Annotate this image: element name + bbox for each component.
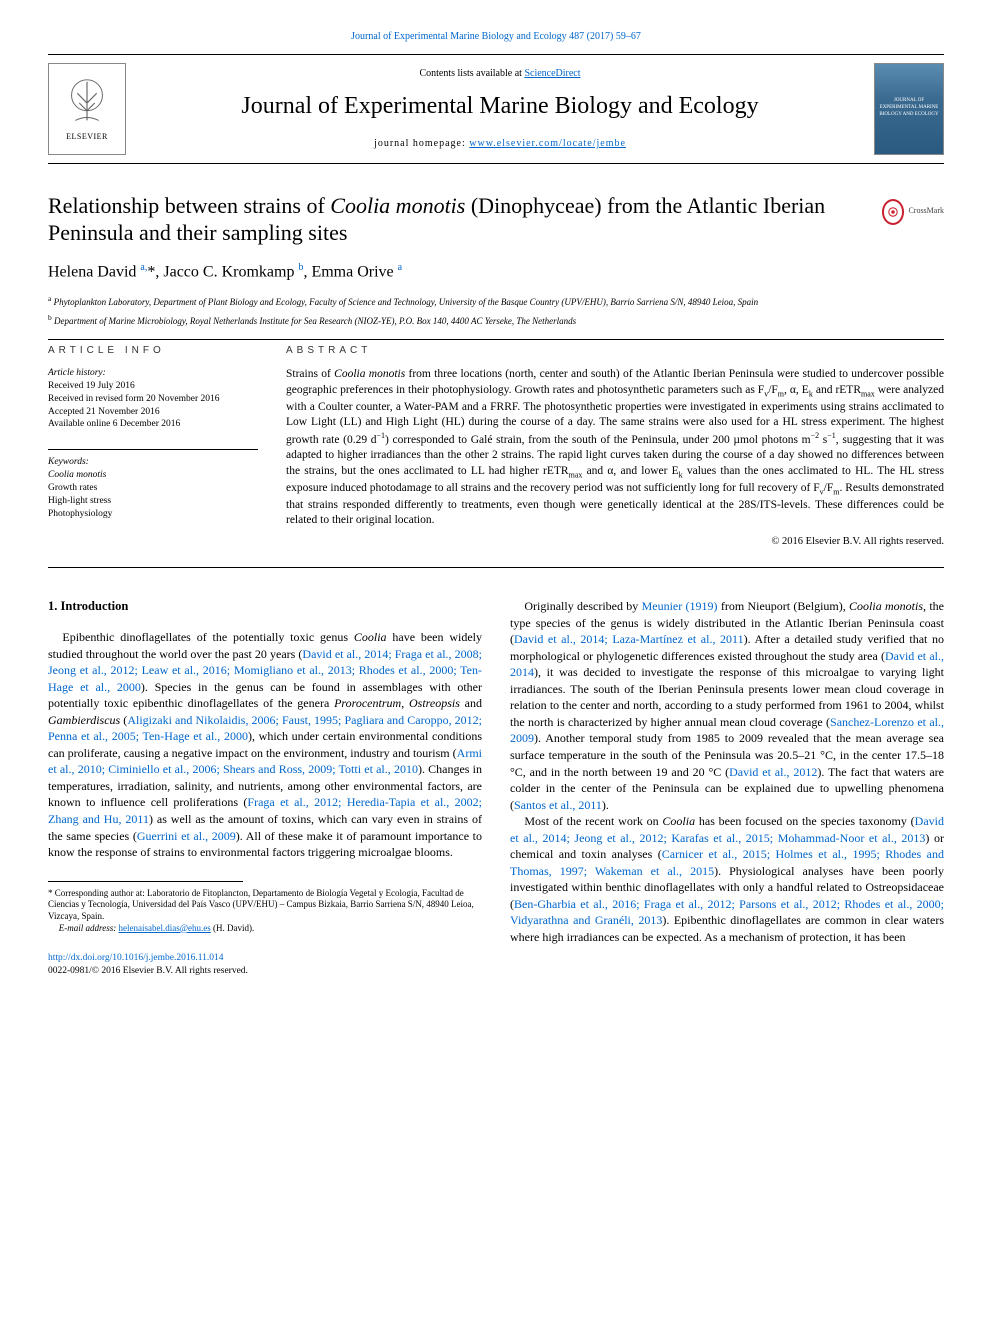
- sciencedirect-link[interactable]: ScienceDirect: [524, 68, 580, 79]
- keyword: Coolia monotis: [48, 469, 258, 482]
- keywords-label: Keywords:: [48, 456, 258, 469]
- header-center: Contents lists available at ScienceDirec…: [126, 67, 874, 150]
- abstract-copyright: © 2016 Elsevier B.V. All rights reserved…: [286, 535, 944, 549]
- footnote-divider: [48, 881, 243, 882]
- contents-line: Contents lists available at ScienceDirec…: [146, 67, 854, 81]
- article-info-column: ARTICLE INFO Article history: Received 1…: [48, 344, 258, 549]
- abstract-head: ABSTRACT: [286, 344, 944, 358]
- article-history-block: Article history: Received 19 July 2016 R…: [48, 367, 258, 431]
- journal-cover-thumbnail: JOURNAL OF EXPERIMENTAL MARINE BIOLOGY A…: [874, 63, 944, 155]
- journal-header-box: ELSEVIER Contents lists available at Sci…: [48, 54, 944, 164]
- affiliation-b: b Department of Marine Microbiology, Roy…: [48, 313, 944, 327]
- history-item: Available online 6 December 2016: [48, 418, 258, 431]
- corresponding-email-link[interactable]: helenaisabel.dias@ehu.es: [118, 923, 210, 933]
- footer-block: http://dx.doi.org/10.1016/j.jembe.2016.1…: [48, 952, 482, 978]
- column-right: Originally described by Meunier (1919) f…: [510, 598, 944, 978]
- elsevier-logo: ELSEVIER: [48, 63, 126, 155]
- journal-name: Journal of Experimental Marine Biology a…: [146, 90, 854, 122]
- contents-text: Contents lists available at: [419, 68, 524, 79]
- email-author: (H. David).: [211, 923, 255, 933]
- introduction-title: 1. Introduction: [48, 598, 482, 615]
- history-item: Accepted 21 November 2016: [48, 406, 258, 419]
- intro-paragraph-3: Most of the recent work on Coolia has be…: [510, 813, 944, 945]
- title-species: Coolia monotis: [330, 193, 465, 218]
- info-abstract-row: ARTICLE INFO Article history: Received 1…: [48, 340, 944, 549]
- history-item: Received 19 July 2016: [48, 380, 258, 393]
- abstract-column: ABSTRACT Strains of Coolia monotis from …: [286, 344, 944, 549]
- homepage-line: journal homepage: www.elsevier.com/locat…: [146, 137, 854, 151]
- article-info-head: ARTICLE INFO: [48, 344, 258, 358]
- keywords-block: Keywords: Coolia monotis Growth rates Hi…: [48, 456, 258, 520]
- history-item: Received in revised form 20 November 201…: [48, 393, 258, 406]
- journal-cover-text: JOURNAL OF EXPERIMENTAL MARINE BIOLOGY A…: [875, 96, 943, 120]
- intro-paragraph-1: Epibenthic dinoflagellates of the potent…: [48, 629, 482, 861]
- authors-line: Helena David a,*, Jacco C. Kromkamp b, E…: [48, 261, 944, 283]
- keyword: Photophysiology: [48, 508, 258, 521]
- crossmark-badge[interactable]: CrossMark: [882, 192, 944, 232]
- journal-citation-header: Journal of Experimental Marine Biology a…: [48, 30, 944, 44]
- body-two-column: 1. Introduction Epibenthic dinoflagellat…: [48, 598, 944, 978]
- column-left: 1. Introduction Epibenthic dinoflagellat…: [48, 598, 482, 978]
- keyword: Growth rates: [48, 482, 258, 495]
- issn-copyright: 0022-0981/© 2016 Elsevier B.V. All right…: [48, 966, 248, 976]
- elsevier-tree-icon: [58, 74, 116, 132]
- journal-homepage-link[interactable]: www.elsevier.com/locate/jembe: [469, 138, 626, 149]
- email-label: E-mail address:: [59, 923, 119, 933]
- affiliation-a: a Phytoplankton Laboratory, Department o…: [48, 294, 944, 308]
- affiliations-block: a Phytoplankton Laboratory, Department o…: [48, 294, 944, 326]
- title-prefix: Relationship between strains of: [48, 193, 330, 218]
- intro-paragraph-2: Originally described by Meunier (1919) f…: [510, 598, 944, 813]
- email-footnote: E-mail address: helenaisabel.dias@ehu.es…: [48, 923, 482, 935]
- article-title: Relationship between strains of Coolia m…: [48, 192, 866, 247]
- doi-link[interactable]: http://dx.doi.org/10.1016/j.jembe.2016.1…: [48, 953, 223, 963]
- homepage-label: journal homepage:: [374, 138, 469, 149]
- divider-keywords: [48, 449, 258, 450]
- journal-citation-link[interactable]: Journal of Experimental Marine Biology a…: [351, 31, 641, 42]
- divider-main: [48, 567, 944, 568]
- keyword: High-light stress: [48, 495, 258, 508]
- crossmark-label: CrossMark: [908, 206, 944, 217]
- crossmark-circle-icon: [882, 199, 904, 225]
- title-row: Relationship between strains of Coolia m…: [48, 192, 944, 247]
- corresponding-footnote: * Corresponding author at: Laboratorio d…: [48, 888, 482, 923]
- elsevier-label: ELSEVIER: [66, 132, 108, 143]
- abstract-text: Strains of Coolia monotis from three loc…: [286, 367, 944, 529]
- history-label: Article history:: [48, 367, 258, 380]
